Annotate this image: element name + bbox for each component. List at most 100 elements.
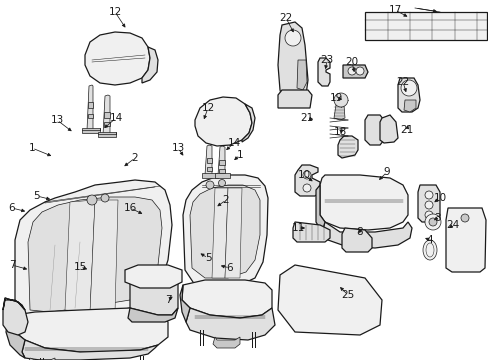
Polygon shape: [341, 228, 371, 252]
Text: 13: 13: [171, 143, 184, 153]
Text: 12: 12: [108, 7, 122, 17]
Polygon shape: [85, 32, 150, 85]
Text: 4: 4: [426, 235, 432, 245]
Polygon shape: [180, 285, 190, 322]
Polygon shape: [206, 167, 212, 171]
Circle shape: [428, 218, 436, 226]
Polygon shape: [342, 65, 367, 78]
Polygon shape: [202, 173, 218, 178]
Text: 10: 10: [297, 170, 310, 180]
Polygon shape: [3, 298, 28, 335]
Text: 20: 20: [345, 57, 358, 67]
Polygon shape: [104, 112, 110, 118]
Polygon shape: [212, 188, 227, 278]
Text: 22: 22: [396, 77, 409, 87]
Text: 2: 2: [131, 153, 138, 163]
Polygon shape: [317, 58, 329, 86]
Polygon shape: [190, 185, 260, 278]
Polygon shape: [28, 197, 162, 312]
Circle shape: [400, 80, 416, 96]
Text: 6: 6: [9, 203, 15, 213]
Polygon shape: [278, 265, 381, 335]
Text: 3: 3: [433, 213, 439, 223]
Polygon shape: [333, 105, 345, 120]
Text: 16: 16: [123, 203, 136, 213]
Polygon shape: [292, 222, 329, 242]
Polygon shape: [98, 132, 116, 137]
Text: 6: 6: [226, 263, 233, 273]
Text: 11: 11: [291, 223, 304, 233]
Polygon shape: [128, 308, 178, 322]
Text: 5: 5: [204, 253, 211, 263]
Circle shape: [303, 184, 310, 192]
Polygon shape: [445, 208, 485, 272]
Polygon shape: [142, 47, 158, 83]
Text: 14: 14: [227, 138, 240, 148]
Circle shape: [333, 93, 347, 107]
Text: 19: 19: [329, 93, 342, 103]
Circle shape: [460, 214, 468, 222]
Polygon shape: [130, 278, 178, 315]
Polygon shape: [195, 97, 251, 146]
Polygon shape: [88, 102, 93, 108]
Polygon shape: [204, 145, 212, 176]
Polygon shape: [321, 222, 411, 248]
Polygon shape: [182, 280, 271, 318]
Polygon shape: [397, 78, 419, 112]
Text: 25: 25: [341, 290, 354, 300]
Polygon shape: [90, 200, 118, 312]
Polygon shape: [215, 173, 229, 178]
Text: 1: 1: [236, 150, 243, 160]
Polygon shape: [294, 165, 319, 196]
Polygon shape: [104, 122, 110, 126]
Text: 18: 18: [333, 127, 346, 137]
Polygon shape: [82, 128, 100, 133]
Polygon shape: [3, 298, 25, 310]
Polygon shape: [315, 185, 325, 232]
Text: 17: 17: [387, 5, 401, 15]
Text: 1: 1: [29, 143, 35, 153]
Circle shape: [424, 201, 432, 209]
Text: 2: 2: [222, 195, 229, 205]
Circle shape: [205, 181, 214, 189]
Text: 8: 8: [356, 227, 363, 237]
Polygon shape: [219, 169, 224, 173]
Polygon shape: [218, 146, 224, 176]
Ellipse shape: [422, 240, 436, 260]
Text: 7: 7: [164, 295, 171, 305]
Polygon shape: [65, 200, 95, 312]
Text: 13: 13: [50, 115, 63, 125]
Polygon shape: [15, 308, 168, 352]
Text: 14: 14: [109, 113, 122, 123]
Polygon shape: [88, 114, 93, 118]
Text: 21: 21: [400, 125, 413, 135]
Circle shape: [424, 211, 432, 219]
Circle shape: [347, 67, 355, 75]
Polygon shape: [417, 185, 439, 222]
Polygon shape: [278, 22, 307, 105]
Polygon shape: [403, 100, 415, 112]
Polygon shape: [22, 340, 158, 360]
Polygon shape: [185, 308, 274, 340]
Polygon shape: [364, 12, 486, 40]
Polygon shape: [278, 90, 311, 108]
Circle shape: [285, 30, 301, 46]
Circle shape: [303, 171, 310, 179]
Polygon shape: [379, 115, 397, 143]
Circle shape: [101, 194, 109, 202]
Polygon shape: [319, 175, 407, 230]
Polygon shape: [337, 136, 357, 158]
Polygon shape: [15, 180, 172, 320]
Polygon shape: [103, 95, 110, 136]
Text: 7: 7: [9, 260, 15, 270]
Polygon shape: [296, 60, 306, 90]
Polygon shape: [213, 337, 240, 348]
Text: 9: 9: [383, 167, 389, 177]
Text: 5: 5: [34, 191, 40, 201]
Polygon shape: [6, 315, 25, 358]
Text: 23: 23: [320, 55, 333, 65]
Polygon shape: [87, 85, 93, 131]
Text: 10: 10: [432, 193, 446, 203]
Polygon shape: [364, 115, 383, 145]
Polygon shape: [125, 265, 182, 288]
